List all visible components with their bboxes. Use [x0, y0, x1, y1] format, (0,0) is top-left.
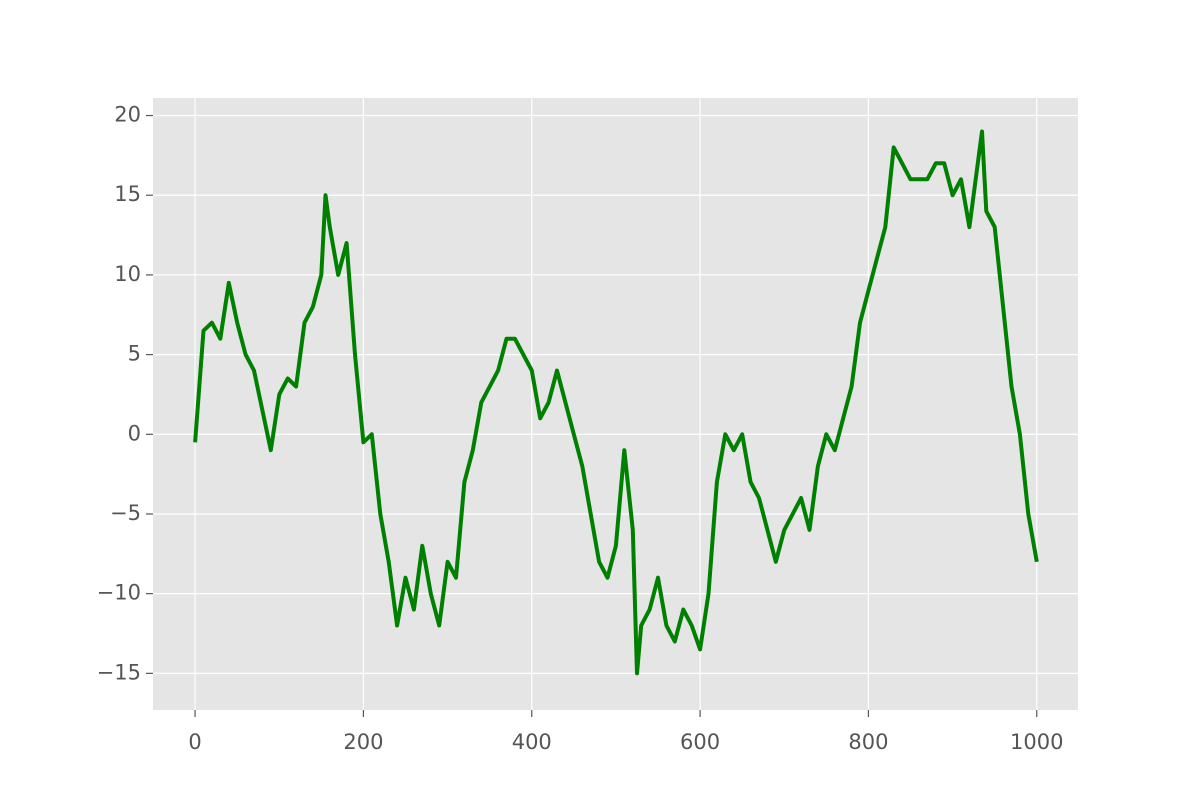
y-tick-label: 20	[114, 103, 141, 127]
x-tick-label: 1000	[1010, 730, 1063, 754]
plot-area	[153, 98, 1078, 710]
x-tick-label: 400	[512, 730, 552, 754]
y-tick-label: 5	[128, 342, 141, 366]
y-tick-label: −5	[110, 501, 141, 525]
data-line	[193, 129, 1039, 676]
y-tick-label: −10	[97, 581, 141, 605]
x-tick-label: 800	[848, 730, 888, 754]
y-tick-label: 0	[128, 421, 141, 445]
x-tick-label: 0	[188, 730, 201, 754]
x-tick-label: 200	[343, 730, 383, 754]
y-tick-label: 15	[114, 182, 141, 206]
x-tick-label: 600	[680, 730, 720, 754]
y-tick-label: 10	[114, 262, 141, 286]
y-tick-label: −15	[97, 660, 141, 684]
